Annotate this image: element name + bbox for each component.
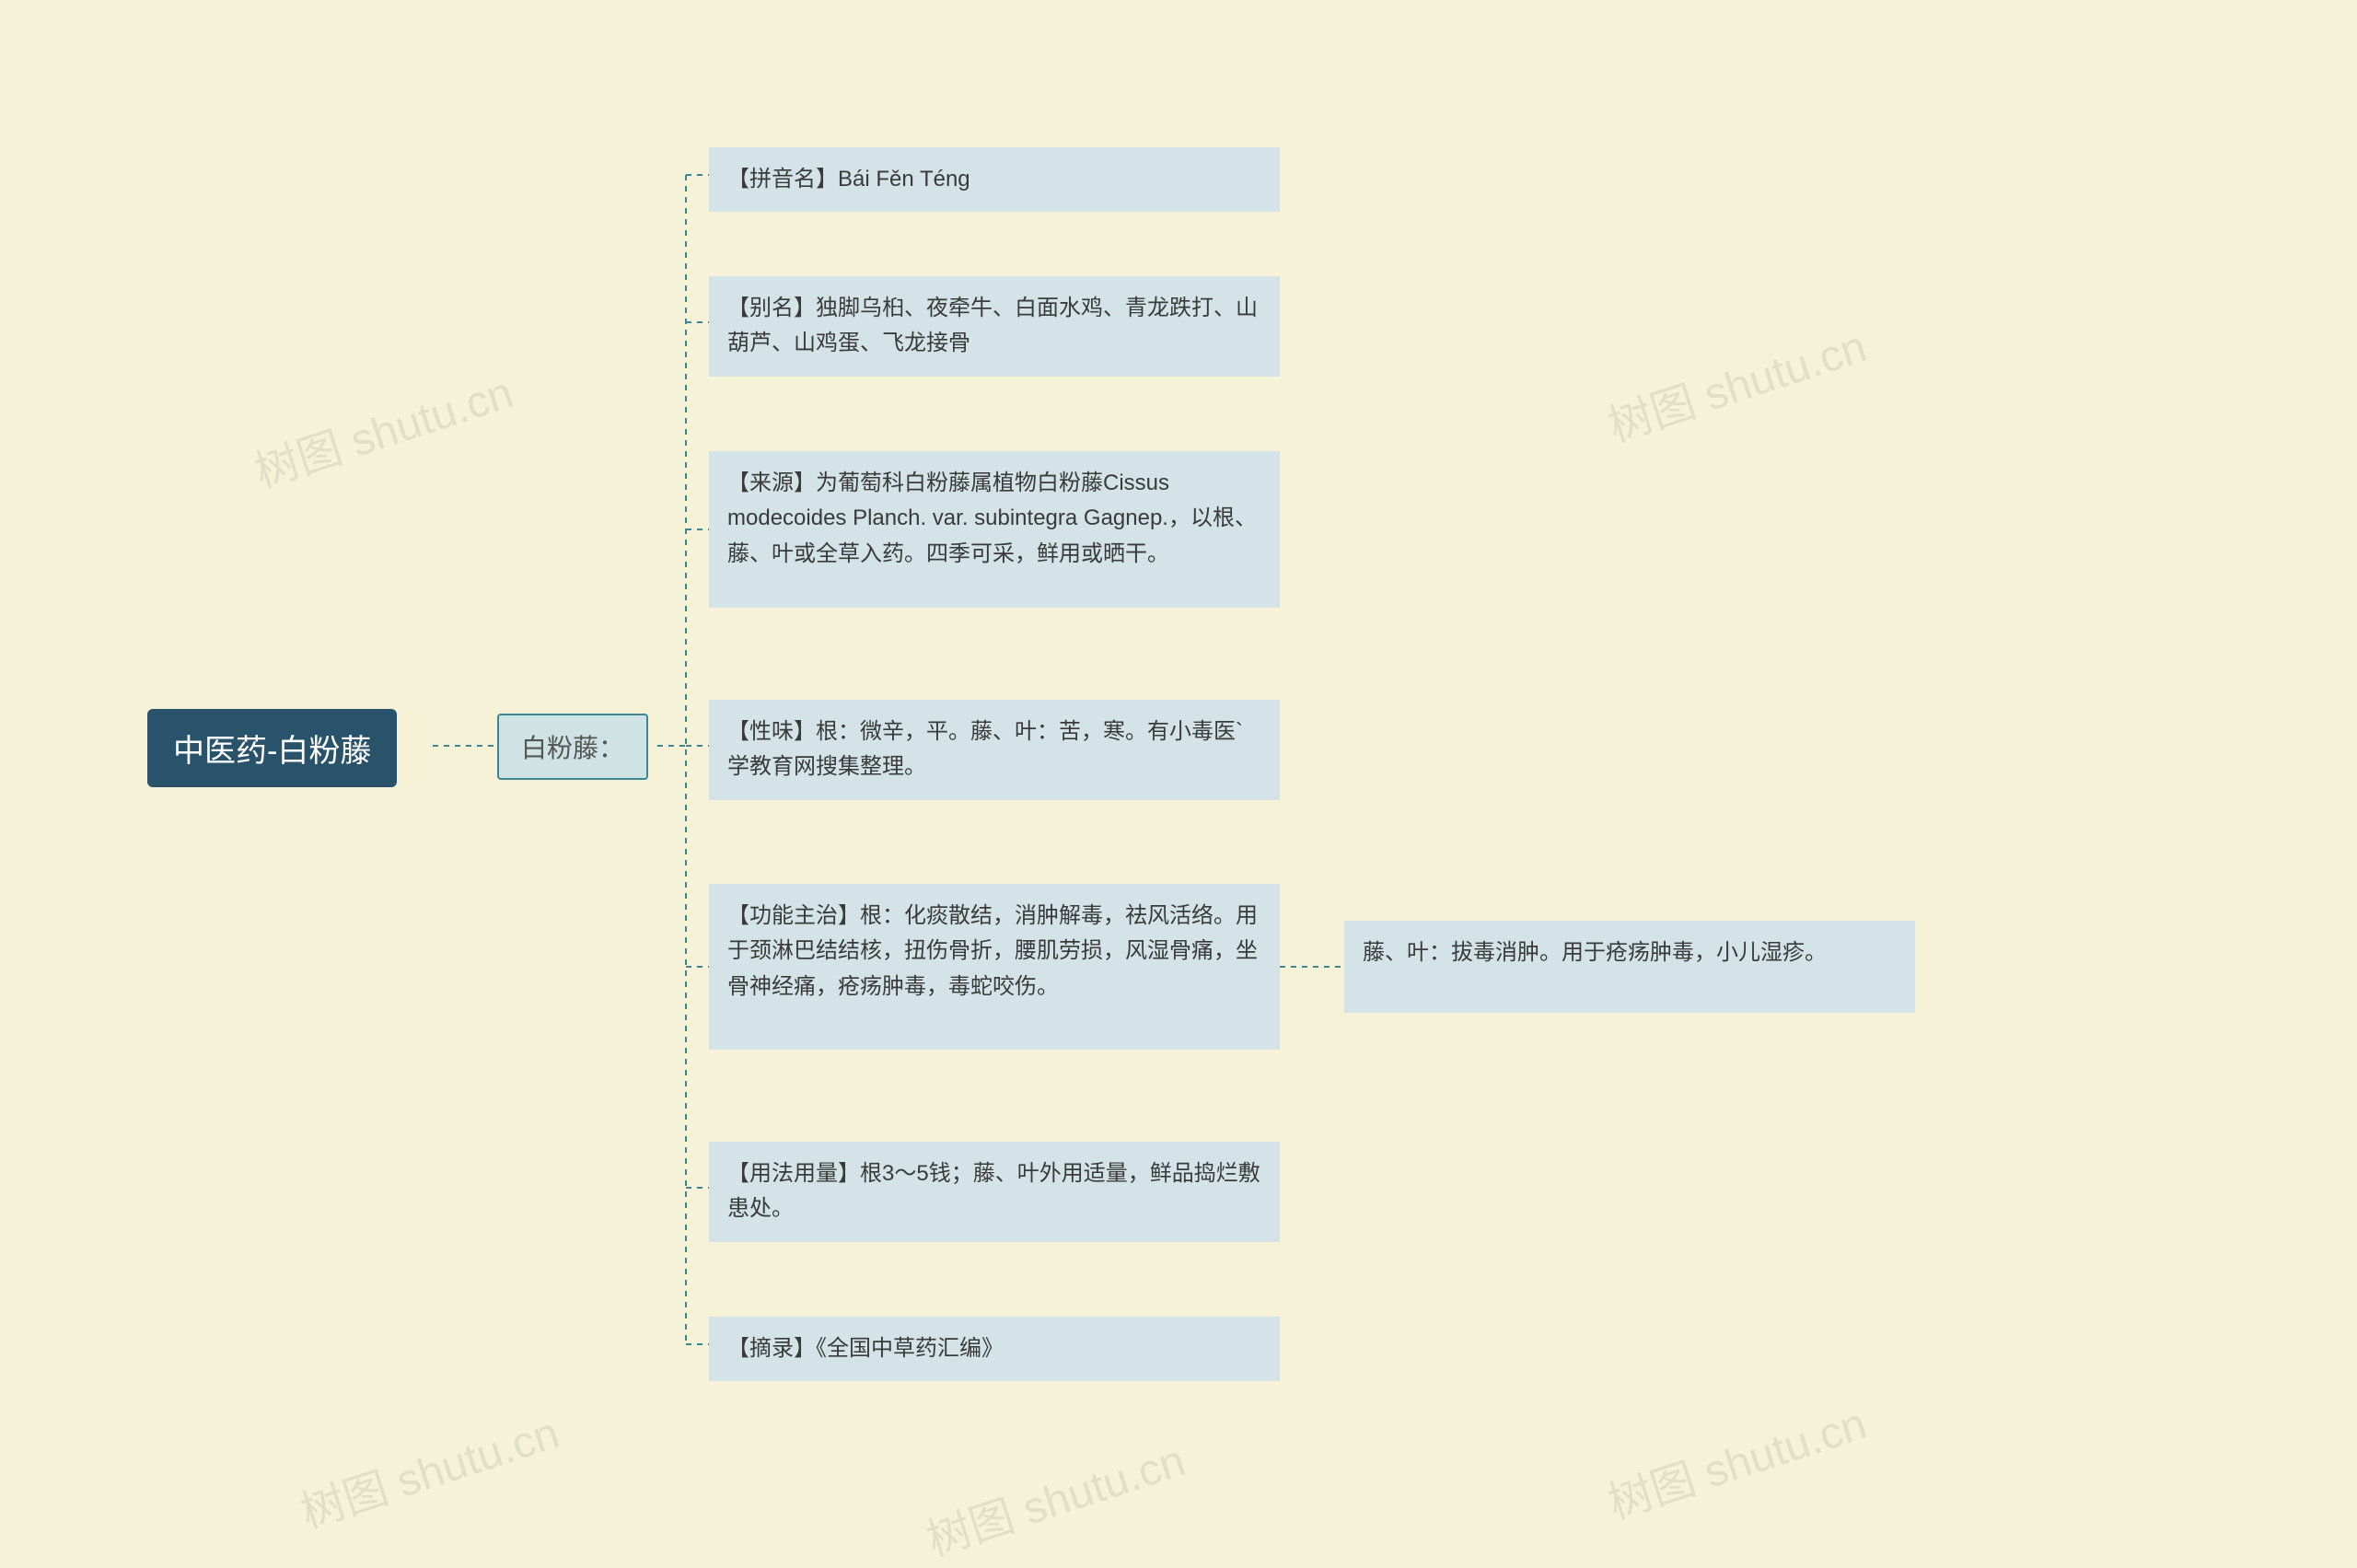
watermark: 树图 shutu.cn [245,356,519,500]
leaf-flavor[interactable]: 【性味】根：微辛，平。藤、叶：苦，寒。有小毒医`学教育网搜集整理。 [709,700,1280,800]
watermark: 树图 shutu.cn [1598,310,1873,454]
leaf-source[interactable]: 【来源】为葡萄科白粉藤属植物白粉藤Cissus modecoides Planc… [709,451,1280,608]
mindmap-canvas: 树图 shutu.cn 树图 shutu.cn 树图 shutu.cn 树图 s… [0,0,2357,1533]
leaf-function[interactable]: 【功能主治】根：化痰散结，消肿解毒，祛风活络。用于颈淋巴结结核，扭伤骨折，腰肌劳… [709,884,1280,1050]
leaf-excerpt[interactable]: 【摘录】《全国中草药汇编》 [709,1317,1280,1381]
sub-node[interactable]: 白粉藤： [497,714,648,780]
leaf-alias[interactable]: 【别名】独脚乌桕、夜牵牛、白面水鸡、青龙跌打、山葫芦、山鸡蛋、飞龙接骨 [709,276,1280,377]
watermark: 树图 shutu.cn [291,1397,565,1540]
leaf-function-sub[interactable]: 藤、叶：拔毒消肿。用于疮疡肿毒，小儿湿疹。 [1344,921,1915,1013]
watermark: 树图 shutu.cn [917,1424,1191,1568]
leaf-pinyin[interactable]: 【拼音名】Bái Fěn Ténɡ [709,147,1280,212]
watermark: 树图 shutu.cn [1598,1388,1873,1531]
leaf-dosage[interactable]: 【用法用量】根3～5钱；藤、叶外用适量，鲜品捣烂敷患处。 [709,1142,1280,1242]
root-node[interactable]: 中医药-白粉藤 [147,709,397,787]
